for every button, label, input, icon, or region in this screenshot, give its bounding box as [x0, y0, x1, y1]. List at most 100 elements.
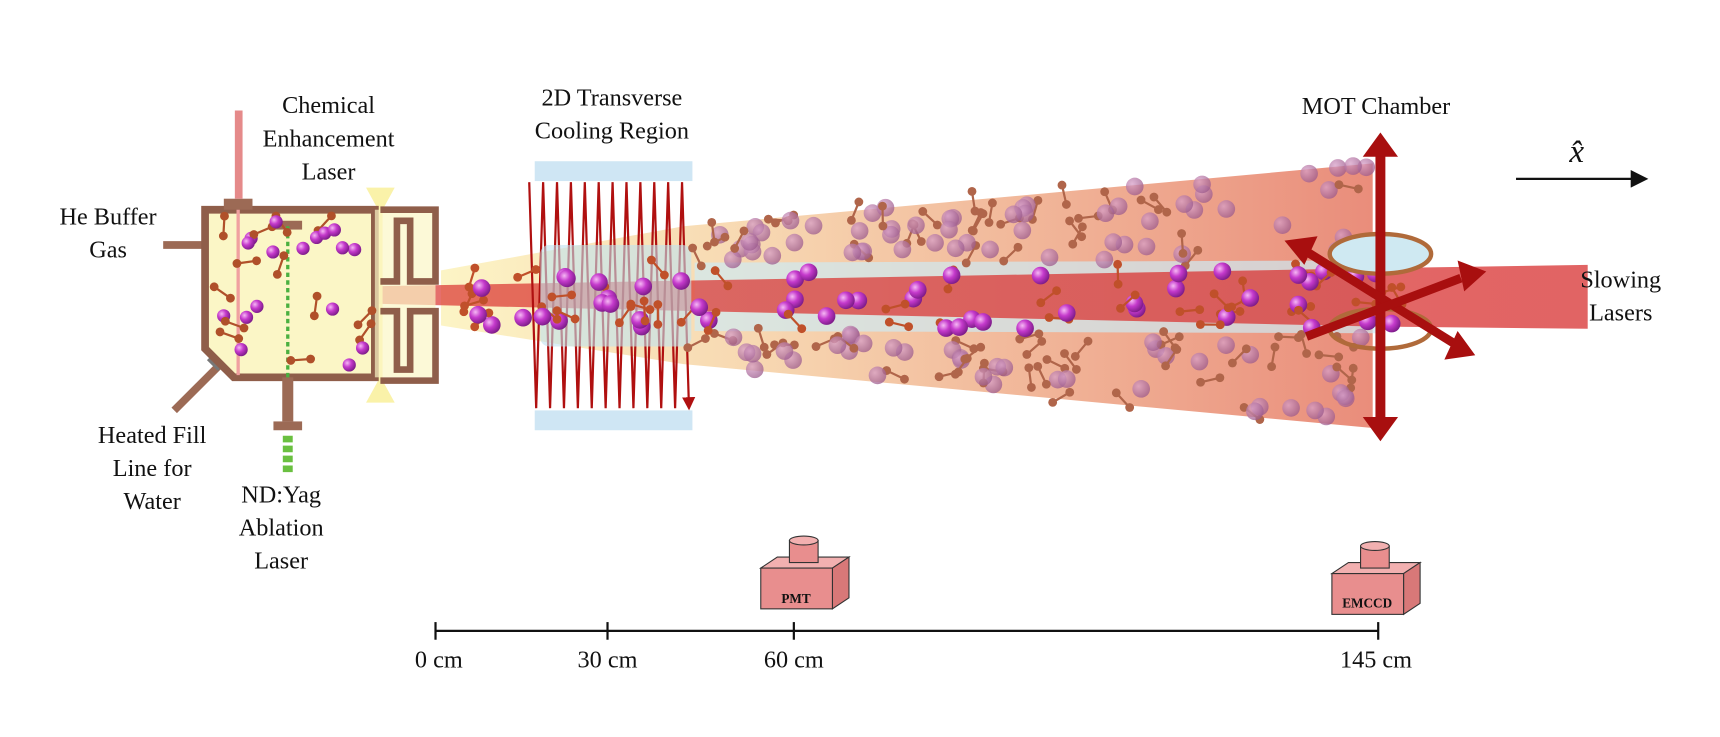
molecule: [707, 217, 717, 227]
molecule: [472, 279, 491, 297]
molecule: [1077, 232, 1087, 242]
molecule: [1246, 402, 1264, 421]
molecule: [226, 293, 235, 303]
molecule: [1136, 195, 1146, 205]
source-cell: [273, 220, 303, 230]
molecule: [1320, 181, 1338, 199]
molecule: [252, 256, 262, 266]
molecule: [846, 215, 856, 225]
molecule: [1190, 352, 1209, 371]
chemical-laser: [234, 110, 243, 199]
molecule: [1033, 361, 1043, 371]
molecule: [1040, 248, 1059, 267]
molecule: [1357, 158, 1376, 177]
molecule: [1048, 397, 1058, 407]
slowing-lasers-label: Lasers: [1589, 299, 1652, 326]
molecule: [740, 232, 759, 251]
molecule: [645, 305, 655, 314]
molecule: [1177, 229, 1187, 238]
molecule: [745, 360, 764, 379]
molecule: [249, 230, 259, 239]
molecule: [946, 239, 965, 258]
molecule: [552, 314, 562, 324]
molecule: [1100, 187, 1110, 197]
source-cell: [171, 361, 224, 414]
molecule: [1116, 303, 1125, 313]
distance-scale: [434, 622, 1380, 640]
molecule: [269, 215, 283, 229]
molecules: [209, 157, 1407, 426]
source-cell: [223, 198, 253, 210]
molecule: [558, 269, 576, 288]
source-cell: [380, 206, 439, 285]
molecule: [854, 197, 864, 207]
molecule: [1195, 305, 1205, 315]
molecule: [482, 316, 501, 334]
molecule: [1174, 332, 1184, 342]
pmt-detector: [758, 535, 851, 610]
molecule: [1334, 180, 1344, 190]
ablation-laser-label: Ablation: [239, 514, 324, 541]
molecule: [976, 342, 986, 352]
molecule: [696, 261, 706, 271]
molecule: [739, 226, 749, 236]
molecule: [752, 223, 771, 242]
molecule: [811, 342, 821, 351]
molecule: [976, 208, 986, 217]
molecule: [1057, 180, 1067, 190]
molecule: [1167, 279, 1185, 298]
molecule: [1353, 184, 1363, 194]
emccd-detector: [1330, 541, 1422, 616]
molecule: [1154, 205, 1163, 214]
mot-chamber: [1362, 417, 1399, 442]
molecule: [1061, 200, 1071, 209]
molecule: [1104, 233, 1123, 251]
molecule: [781, 211, 800, 230]
molecule: [1172, 345, 1182, 354]
molecule: [683, 343, 693, 353]
emccd-detector: [1360, 541, 1390, 551]
molecule: [1215, 373, 1225, 383]
molecule: [1193, 175, 1211, 194]
molecule: [234, 342, 248, 357]
molecule: [342, 358, 356, 372]
molecule: [1026, 383, 1036, 392]
molecule: [1013, 242, 1023, 252]
molecule: [950, 318, 968, 336]
molecule: [672, 272, 690, 290]
molecule: [460, 301, 469, 311]
molecule: [1060, 349, 1069, 358]
molecule: [335, 241, 350, 255]
cooling-region-label: 2D Transverse Cooling Region: [535, 84, 689, 144]
chemical-laser-label: Chemical Enhancement Laser: [263, 92, 395, 185]
molecule: [701, 334, 710, 343]
molecule: [723, 250, 742, 269]
molecule: [916, 237, 926, 246]
molecule: [309, 311, 319, 321]
molecule: [1065, 216, 1075, 226]
molecule: [218, 231, 228, 241]
molecule: [797, 324, 807, 334]
molecule: [932, 220, 942, 230]
molecule: [296, 241, 310, 255]
molecule: [1013, 221, 1032, 240]
molecule: [327, 211, 336, 221]
molecule: [884, 339, 903, 357]
molecule: [1178, 248, 1188, 258]
mot-chamber: [1304, 273, 1463, 341]
molecule: [1109, 197, 1128, 216]
molecule: [1024, 363, 1034, 373]
molecule: [567, 290, 577, 300]
molecule: [1162, 207, 1172, 217]
molecule: [1293, 333, 1303, 342]
molecule: [841, 325, 860, 344]
molecule: [711, 307, 721, 317]
molecule: [614, 318, 624, 328]
cooling-region-label: Cooling Region: [535, 117, 689, 144]
molecule: [325, 302, 340, 316]
molecule: [241, 236, 255, 250]
molecule: [1169, 264, 1188, 283]
molecule: [1291, 259, 1300, 269]
molecule: [1334, 352, 1344, 362]
molecule: [960, 354, 970, 364]
